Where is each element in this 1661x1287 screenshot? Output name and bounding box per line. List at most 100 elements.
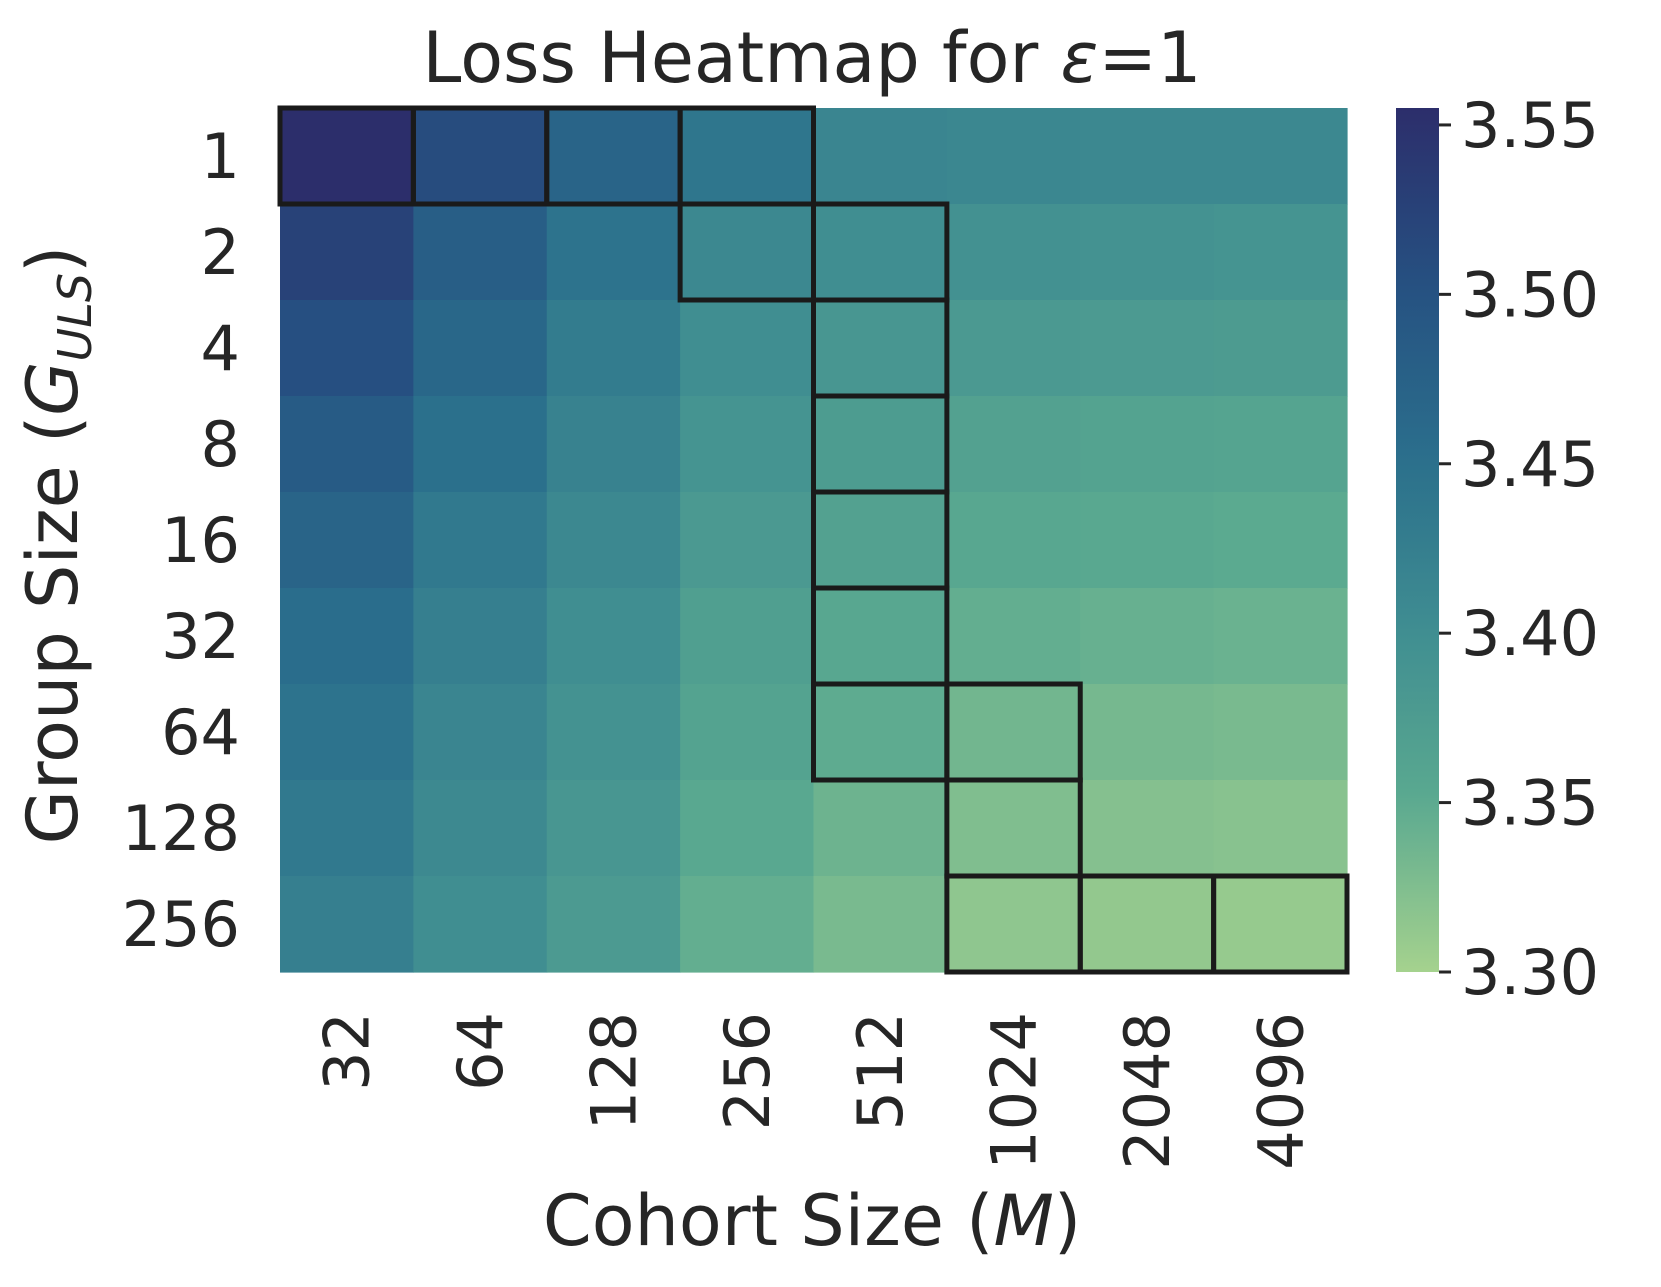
chart-title: Loss Heatmap for ε=1 [422, 17, 1201, 99]
colorbar-ticks: 3.30 3.35 3.40 3.45 3.50 3.55 [1439, 89, 1599, 1009]
heatmap-cell [413, 108, 548, 205]
x-tick-labels: 32 64 128 256 512 1024 2048 4096 [311, 1012, 1318, 1170]
colorbar-tick-label: 3.45 [1461, 428, 1599, 501]
y-tick-label: 64 [161, 696, 240, 769]
heatmap-cell [1080, 204, 1215, 301]
heatmap-cell [813, 684, 948, 781]
heatmap-cell [946, 492, 1081, 589]
heatmap-cell [413, 684, 548, 781]
heatmap-cell [413, 396, 548, 493]
heatmap-cell [946, 300, 1081, 397]
x-tick-label: 512 [844, 1012, 917, 1130]
heatmap-cell [813, 108, 948, 205]
heatmap-cell [680, 588, 815, 685]
heatmap-cell [546, 108, 681, 205]
y-tick-label: 256 [122, 888, 240, 961]
heatmap-cell [280, 492, 414, 589]
highlight-outlines [277, 105, 1350, 975]
heatmap-cell [413, 204, 548, 301]
heatmap-cells [280, 108, 1348, 973]
heatmap-cell [546, 492, 681, 589]
heatmap-cell [946, 204, 1081, 301]
heatmap-cell [280, 108, 414, 205]
heatmap-cell [546, 684, 681, 781]
heatmap-cell [546, 204, 681, 301]
heatmap-cell [280, 876, 414, 973]
heatmap-cell [680, 876, 815, 973]
y-tick-label: 2 [201, 216, 240, 289]
heatmap-cell [413, 780, 548, 877]
heatmap-cell [1213, 396, 1348, 493]
heatmap-cell [413, 588, 548, 685]
heatmap-cell [680, 204, 815, 301]
y-tick-labels: 1 2 4 8 16 32 64 128 256 [122, 120, 240, 961]
y-tick-label: 1 [201, 120, 240, 193]
heatmap-cell [813, 204, 948, 301]
heatmap-cell [680, 492, 815, 589]
heatmap-cell [280, 780, 414, 877]
y-tick-label: 8 [201, 408, 240, 481]
heatmap-cell [1080, 780, 1215, 877]
heatmap-cell [280, 300, 414, 397]
heatmap-cell [680, 780, 815, 877]
x-tick-label: 64 [444, 1012, 517, 1091]
heatmap-cell [280, 588, 414, 685]
heatmap-cell [680, 684, 815, 781]
y-tick-label: 32 [161, 600, 240, 673]
x-tick-label: 2048 [1111, 1012, 1184, 1170]
heatmap-cell [1080, 876, 1215, 973]
heatmap-cell [1213, 492, 1348, 589]
heatmap-cell [946, 876, 1081, 973]
colorbar-tick-label: 3.30 [1461, 936, 1599, 1009]
heatmap-cell [413, 300, 548, 397]
heatmap-cell [1213, 300, 1348, 397]
heatmap-cell [1080, 684, 1215, 781]
heatmap-cell [1213, 204, 1348, 301]
heatmap-cell [680, 108, 815, 205]
heatmap-cell [680, 300, 815, 397]
colorbar-tick-label: 3.50 [1461, 258, 1599, 331]
heatmap-cell [813, 492, 948, 589]
x-tick-label: 32 [311, 1012, 384, 1091]
heatmap-cell [413, 492, 548, 589]
x-tick-label: 1024 [978, 1012, 1051, 1170]
heatmap-cell [1080, 588, 1215, 685]
y-tick-label: 4 [201, 312, 240, 385]
heatmap-cell [1213, 876, 1348, 973]
heatmap-cell [946, 396, 1081, 493]
heatmap-cell [1080, 492, 1215, 589]
heatmap-cell [546, 396, 681, 493]
heatmap-cell [546, 300, 681, 397]
heatmap-cell [1213, 684, 1348, 781]
heatmap-cell [280, 396, 414, 493]
heatmap-cell [813, 780, 948, 877]
heatmap-cell [813, 300, 948, 397]
heatmap-cell [813, 588, 948, 685]
heatmap-cell [280, 204, 414, 301]
heatmap-cell [280, 684, 414, 781]
colorbar-tick-label: 3.55 [1461, 89, 1599, 162]
heatmap-cell [680, 396, 815, 493]
heatmap-cell [1213, 588, 1348, 685]
y-tick-label: 128 [122, 792, 240, 865]
x-tick-label: 128 [577, 1012, 650, 1130]
heatmap-cell [1080, 108, 1215, 205]
heatmap-cell [546, 588, 681, 685]
heatmap-cell [1080, 396, 1215, 493]
x-tick-label: 256 [711, 1012, 784, 1130]
heatmap-cell [1213, 108, 1348, 205]
heatmap-cell [813, 396, 948, 493]
heatmap-cell [413, 876, 548, 973]
x-tick-label: 4096 [1244, 1012, 1317, 1170]
heatmap-cell [946, 588, 1081, 685]
heatmap-cell [813, 876, 948, 973]
heatmap-cell [546, 876, 681, 973]
heatmap-cell [1213, 780, 1348, 877]
heatmap-cell [1080, 300, 1215, 397]
x-axis-label: Cohort Size (M) [543, 1180, 1081, 1262]
colorbar-tick-label: 3.40 [1461, 597, 1599, 670]
heatmap-cell [946, 108, 1081, 205]
highlight-cell-outline [1211, 873, 1350, 975]
heatmap-cell [946, 684, 1081, 781]
